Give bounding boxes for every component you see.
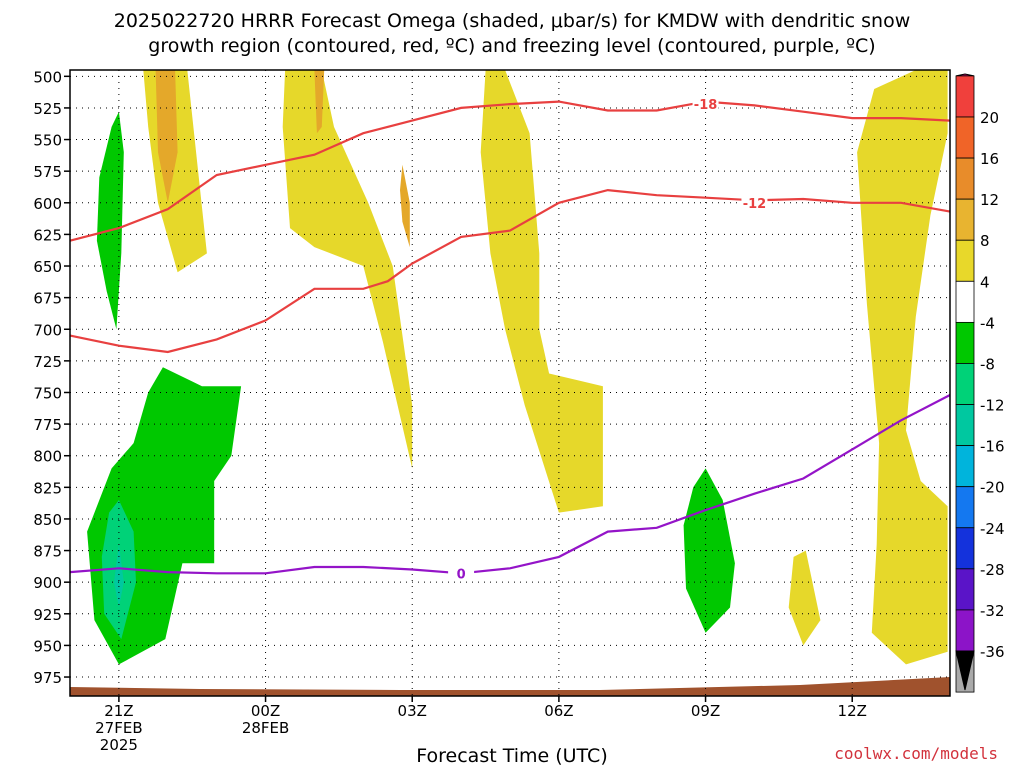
x-tick-label-1-1: 27FEB — [95, 719, 142, 737]
colorbar-swatch-14 — [955, 609, 975, 652]
omega-area-7 — [788, 550, 821, 646]
contour-label-2: 0 — [457, 567, 466, 582]
colorbar-bottom-arrow — [955, 650, 975, 691]
colorbar: 20 16 12 8 4 -4 -8 -12 -16 -20 -24 -28 -32 -36 — [955, 73, 1005, 693]
omega-area-1 — [155, 70, 178, 203]
y-tick-label-750: 750 — [33, 384, 62, 402]
colorbar-label-13: -36 — [980, 643, 1005, 661]
contour-label-0: -18 — [694, 98, 718, 113]
omega-shading — [87, 70, 948, 665]
omega-area-6 — [857, 70, 948, 665]
contour-line-0 — [69, 100, 951, 242]
x-tick-label-10-0: 06Z — [544, 702, 573, 720]
x-tick-label-16-0: 12Z — [838, 702, 867, 720]
colorbar-swatch-10 — [955, 445, 975, 488]
colorbar-swatch-4 — [955, 198, 975, 241]
colorbar-label-3: 8 — [980, 232, 990, 250]
contour-line-2 — [69, 394, 951, 575]
y-tick-label-900: 900 — [33, 574, 62, 592]
colorbar-swatch-2 — [955, 116, 975, 159]
colorbar-label-10: -24 — [980, 520, 1005, 538]
y-tick-label-850: 850 — [33, 511, 62, 529]
y-tick-label-825: 825 — [33, 479, 62, 497]
omega-area-3 — [314, 70, 325, 134]
colorbar-label-6: -8 — [980, 355, 995, 373]
colorbar-swatch-1 — [955, 75, 975, 118]
chart-title-line-2: growth region (contoured, red, ºC) and f… — [148, 35, 876, 57]
y-tick-label-875: 875 — [33, 543, 62, 561]
y-tick-label-500: 500 — [33, 68, 62, 86]
colorbar-swatch-6 — [955, 280, 975, 323]
y-tick-label-800: 800 — [33, 448, 62, 466]
y-tick-label-925: 925 — [33, 606, 62, 624]
grid-lines — [70, 70, 950, 696]
y-tick-label-600: 600 — [33, 195, 62, 213]
credit-text: coolwx.com/models — [834, 744, 998, 763]
y-tick-label-625: 625 — [33, 226, 62, 244]
colorbar-label-9: -20 — [980, 479, 1005, 497]
colorbar-label-11: -28 — [980, 561, 1005, 579]
y-tick-label-675: 675 — [33, 290, 62, 308]
omega-area-11 — [114, 544, 124, 608]
omega-area-5 — [480, 70, 603, 513]
colorbar-swatch-3 — [955, 157, 975, 200]
contour-label-bg-0 — [692, 96, 719, 113]
colorbar-swatch-12 — [955, 527, 975, 570]
omega-area-2 — [282, 70, 413, 469]
colorbar-label-7: -12 — [980, 397, 1005, 415]
contour-label-bg-2 — [448, 565, 475, 582]
y-axis-ticks: 500 525 550 575 600 625 650 675 700 725 750 775 800 8… — [33, 68, 70, 687]
contour-lines: -18 -12 0 — [69, 96, 951, 582]
x-tick-label-7-0: 03Z — [398, 702, 427, 720]
y-tick-label-975: 975 — [33, 669, 62, 687]
plot-frame — [69, 69, 951, 697]
colorbar-label-0: 20 — [980, 109, 999, 127]
terrain-surface — [70, 677, 950, 696]
omega-area-12 — [683, 468, 735, 633]
omega-area-4 — [400, 164, 410, 248]
colorbar-label-4: 4 — [980, 273, 990, 291]
x-tick-label-1-2: 2025 — [100, 736, 138, 754]
y-tick-label-650: 650 — [33, 258, 62, 276]
y-tick-label-700: 700 — [33, 321, 62, 339]
contour-line-1 — [69, 188, 951, 354]
x-tick-label-1-0: 21Z — [104, 702, 133, 720]
y-tick-label-525: 525 — [33, 100, 62, 118]
y-tick-label-725: 725 — [33, 353, 62, 371]
terrain-band — [70, 677, 950, 696]
colorbar-label-12: -32 — [980, 602, 1005, 620]
colorbar-swatch-7 — [955, 321, 975, 364]
y-tick-label-775: 775 — [33, 416, 62, 434]
x-tick-label-4-1: 28FEB — [242, 719, 289, 737]
colorbar-swatch-11 — [955, 486, 975, 529]
y-tick-label-575: 575 — [33, 163, 62, 181]
colorbar-label-1: 16 — [980, 150, 999, 168]
chart-title-line-1: 2025022720 HRRR Forecast Omega (shaded, … — [113, 10, 911, 32]
colorbar-swatch-8 — [955, 363, 975, 405]
contour-label-1: -12 — [743, 197, 767, 212]
y-tick-label-950: 950 — [33, 637, 62, 655]
x-tick-label-4-0: 00Z — [251, 702, 280, 720]
contour-label-bg-1 — [741, 194, 768, 211]
colorbar-label-5: -4 — [980, 314, 995, 332]
x-axis-label: Forecast Time (UTC) — [416, 745, 608, 767]
colorbar-label-8: -16 — [980, 438, 1005, 456]
x-tick-label-13-0: 09Z — [691, 702, 720, 720]
colorbar-swatch-13 — [955, 568, 975, 611]
colorbar-label-2: 12 — [980, 191, 999, 209]
colorbar-swatch-9 — [955, 404, 975, 447]
colorbar-swatch-5 — [955, 239, 975, 282]
omega-area-8 — [96, 111, 124, 330]
y-tick-label-550: 550 — [33, 132, 62, 150]
